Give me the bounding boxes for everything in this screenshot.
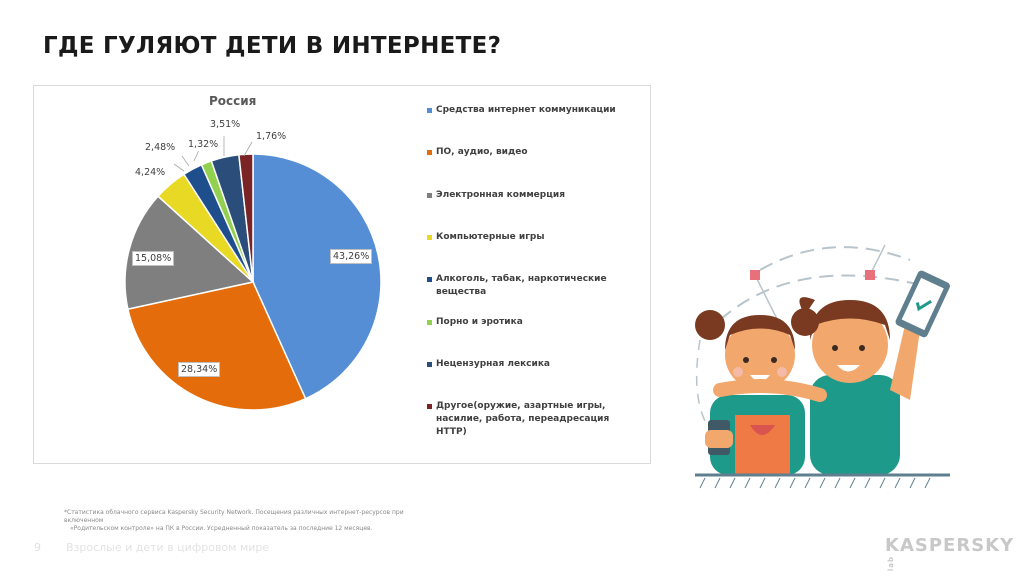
legend-item: Компьютерные игры <box>427 231 545 244</box>
leader-line <box>243 141 253 157</box>
pie-chart <box>124 136 382 411</box>
slide-title: ГДЕ ГУЛЯЮТ ДЕТИ В ИНТЕРНЕТЕ? <box>43 33 502 59</box>
pie-slice <box>124 195 255 310</box>
kaspersky-logo: KASPERSKYlab <box>885 535 1024 577</box>
logo-sub: lab <box>887 556 895 572</box>
data-label-4: 2,48% <box>143 141 178 154</box>
legend-item: ПО, аудио, видео <box>427 146 528 159</box>
data-label-7: 1,76% <box>254 130 289 143</box>
legend-label: Нецензурная лексика <box>436 359 550 369</box>
legend-label: Средства интернет коммуникации <box>436 105 616 115</box>
footnote-line: «Родительском контроле» на ПК в России. … <box>70 525 373 532</box>
legend-item: Порно и эротика <box>427 316 523 329</box>
footnote: *Статистика облачного сервиса Kaspersky … <box>64 509 444 533</box>
leader-line <box>193 149 200 162</box>
pie-chart-frame: Россия 43,26% 28,34% 15,08% 4,24% 2,48% … <box>33 85 651 464</box>
logo-text: KASPERSKY <box>885 535 1015 556</box>
legend-label: ПО, аудио, видео <box>436 147 528 157</box>
data-label-1: 28,34% <box>178 362 221 377</box>
leader-line <box>181 155 190 167</box>
legend-swatch-icon <box>427 108 432 113</box>
data-label-2: 15,08% <box>132 251 175 266</box>
leader-line <box>173 163 185 172</box>
chart-title: Россия <box>209 94 257 108</box>
children-illustration <box>695 244 950 489</box>
legend-label: Другое(оружие, азартные игры, насилие, р… <box>436 401 610 437</box>
data-label-6: 3,51% <box>208 118 243 131</box>
legend-label: Порно и эротика <box>436 317 523 327</box>
legend-swatch-icon <box>427 277 432 282</box>
legend-item: Алкоголь, табак, наркотические вещества <box>427 273 642 299</box>
data-label-5: 1,32% <box>186 138 221 151</box>
legend-label: Компьютерные игры <box>436 232 545 242</box>
legend-swatch-icon <box>427 404 432 409</box>
page-number: 9 <box>34 541 41 554</box>
legend-swatch-icon <box>427 362 432 367</box>
legend-swatch-icon <box>427 320 432 325</box>
data-label-0: 43,26% <box>330 249 373 264</box>
legend-swatch-icon <box>427 150 432 155</box>
footnote-line: *Статистика облачного сервиса Kaspersky … <box>64 509 404 524</box>
legend-item: Нецензурная лексика <box>427 358 550 371</box>
legend-item: Электронная коммерция <box>427 189 565 202</box>
footer-text: Взрослые и дети в цифровом мире <box>66 541 270 554</box>
legend-label: Алкоголь, табак, наркотические вещества <box>436 274 607 297</box>
pie-slice <box>238 153 254 283</box>
data-label-3: 4,24% <box>133 166 168 179</box>
legend-item: Средства интернет коммуникации <box>427 104 616 117</box>
legend-item: Другое(оружие, азартные игры, насилие, р… <box>427 400 632 439</box>
legend-label: Электронная коммерция <box>436 190 565 200</box>
legend-swatch-icon <box>427 193 432 198</box>
pie-slice <box>127 281 307 411</box>
legend-swatch-icon <box>427 235 432 240</box>
pie-slice <box>252 153 382 400</box>
